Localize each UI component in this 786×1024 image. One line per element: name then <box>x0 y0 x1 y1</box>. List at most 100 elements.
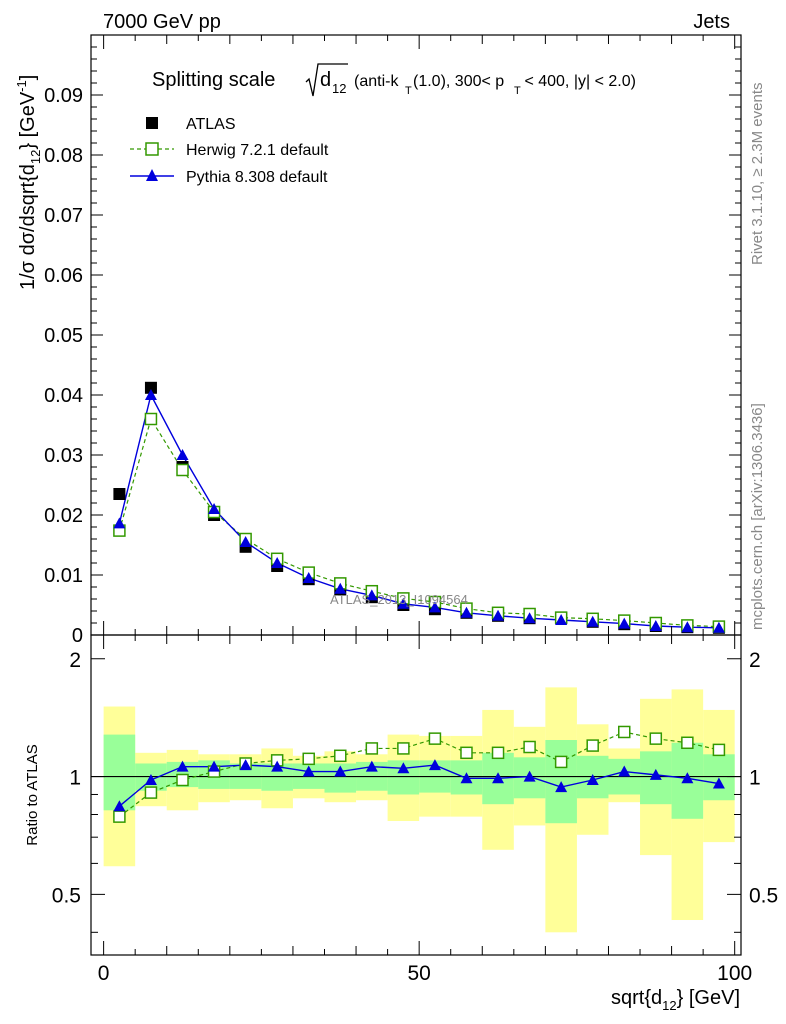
main-ytick-label: 0.07 <box>44 205 83 227</box>
main-point-pythia <box>712 621 725 633</box>
title-sub: 12 <box>332 81 346 96</box>
main-point-pythia <box>302 572 315 583</box>
main-line-herwig <box>118 417 719 628</box>
ratio-point-pythia <box>712 777 725 789</box>
title-rest-sub2: T <box>514 85 521 97</box>
main-point-pythia <box>523 612 536 624</box>
ratio-point-pythia <box>334 765 347 777</box>
ratio-point-pythia <box>555 781 568 793</box>
ratio-point-herwig <box>365 742 379 755</box>
main-point-pythia <box>176 449 189 460</box>
ratio-band-inner <box>703 754 735 801</box>
main-panel: 0 0.01 0.02 0.03 0.04 0.05 0.06 0.07 0.08 0.09 AT… <box>14 34 742 647</box>
ratio-point-pythia <box>649 768 662 780</box>
ratio-point-pythia <box>113 800 126 812</box>
legend-marker-pythia <box>146 169 158 181</box>
main-point-pythia <box>208 503 221 514</box>
main-point-atlas <box>113 488 126 500</box>
main-ytick-label: 0.03 <box>44 445 83 467</box>
main-point-pythia <box>144 389 157 400</box>
ratio-point-herwig <box>113 810 126 823</box>
title-rest-c: < 400, |y| < 2.0) <box>520 73 636 90</box>
main-point-pythia <box>239 536 252 547</box>
ratio-point-herwig <box>523 740 536 754</box>
legend-marker-herwig <box>145 142 159 156</box>
ratio-point-pythia <box>271 760 284 772</box>
ratio-point-herwig <box>302 752 315 766</box>
ratio-ytick-label-left: 2 <box>69 649 81 672</box>
ratio-point-herwig <box>618 725 631 739</box>
ratio-point-herwig <box>554 755 568 769</box>
ratio-point-herwig <box>681 736 694 750</box>
legend-marker-atlas <box>146 117 158 129</box>
ratio-point-pythia <box>208 760 221 772</box>
ratio-point-pythia <box>397 762 410 774</box>
main-title: Splitting scale d 12 (anti-k T (1.0), 30… <box>152 63 636 97</box>
ratio-point-herwig <box>397 742 410 755</box>
main-point-pythia <box>428 601 441 613</box>
main-ytick-label: 0.06 <box>44 265 83 287</box>
main-ytick-labels: 0 0.01 0.02 0.03 0.04 0.05 0.06 0.07 0.08 0.09 <box>44 85 83 647</box>
ratio-xtick-label: 100 <box>717 962 752 985</box>
ratio-band-inner <box>103 734 136 811</box>
main-point-pythia <box>334 582 347 594</box>
main-point-pythia <box>586 615 599 627</box>
main-ylabel: 1/σ dσ/dsqrt{d12} [GeV-1] <box>14 75 43 290</box>
title-var: d <box>320 69 331 91</box>
ratio-point-herwig <box>649 732 663 745</box>
main-ytick-label: 0 <box>72 625 83 647</box>
ratio-point-herwig <box>176 773 189 787</box>
ratio-point-herwig <box>586 739 599 752</box>
main-ytick-label: 0.05 <box>44 325 83 347</box>
analysis-watermark: ATLAS_2013_I1094564 <box>330 592 468 607</box>
ratio-point-pythia <box>302 765 315 777</box>
title-rest-sub: T <box>405 85 412 97</box>
title-prefix: Splitting scale <box>152 69 275 91</box>
title-rest-b: (1.0), 300< p <box>413 73 504 90</box>
ratio-point-herwig <box>491 746 505 760</box>
main-point-pythia <box>681 621 694 633</box>
ratio-point-herwig <box>712 743 726 757</box>
rivet-version-label: Rivet 3.1.10, ≥ 2.3M events <box>749 83 766 266</box>
ratio-panel: 0.5 0.5 1 1 2 2 0 50 100 Ratio to ATLAS sqrt{d1… <box>24 634 778 1013</box>
ratio-xlabel: sqrt{d12} [GeV] <box>611 987 740 1013</box>
mcplots-label: mcplots.cern.ch [arXiv:1306.3436] <box>749 403 766 630</box>
main-point-pythia <box>397 597 410 609</box>
ratio-point-pythia <box>618 765 631 777</box>
main-point-pythia <box>492 609 505 621</box>
main-plot-layer <box>113 381 726 634</box>
legend-label-pythia: Pythia 8.308 default <box>186 169 328 186</box>
ratio-point-herwig <box>460 746 473 760</box>
ratio-ticks <box>91 635 741 955</box>
ratio-ytick-label-right: 0.5 <box>749 884 778 907</box>
ratio-ytick-label-right: 2 <box>749 649 761 672</box>
main-ytick-label: 0.02 <box>44 505 83 527</box>
main-ticks <box>91 34 741 636</box>
ratio-point-pythia <box>460 772 473 784</box>
main-ytick-label: 0.09 <box>44 85 83 107</box>
ratio-point-pythia <box>492 772 505 784</box>
ratio-point-pythia <box>523 770 536 782</box>
main-point-pythia <box>113 517 126 529</box>
main-point-herwig <box>176 463 189 477</box>
header-right: Jets <box>693 11 730 33</box>
ratio-point-herwig <box>334 749 347 763</box>
ratio-ytick-label-right: 1 <box>749 767 761 790</box>
ratio-frame <box>90 634 742 956</box>
ratio-xtick-label: 0 <box>98 962 110 985</box>
legend: ATLAS Herwig 7.2.1 default Pythia 8.308 … <box>130 116 329 186</box>
main-point-pythia <box>555 614 568 625</box>
main-ytick-label: 0.08 <box>44 145 83 167</box>
ratio-ytick-labels: 0.5 0.5 1 1 2 2 <box>52 649 778 908</box>
ratio-point-pythia <box>681 772 694 784</box>
main-point-pythia <box>460 606 473 618</box>
ratio-point-pythia <box>239 759 252 771</box>
ratio-ytick-label-left: 1 <box>69 767 81 790</box>
ratio-point-pythia <box>144 773 157 785</box>
main-point-pythia <box>271 557 284 568</box>
ratio-point-pythia <box>365 760 378 772</box>
ratio-point-herwig <box>144 786 158 799</box>
ratio-point-pythia <box>428 759 441 771</box>
ratio-xtick-labels: 0 50 100 <box>98 962 752 985</box>
